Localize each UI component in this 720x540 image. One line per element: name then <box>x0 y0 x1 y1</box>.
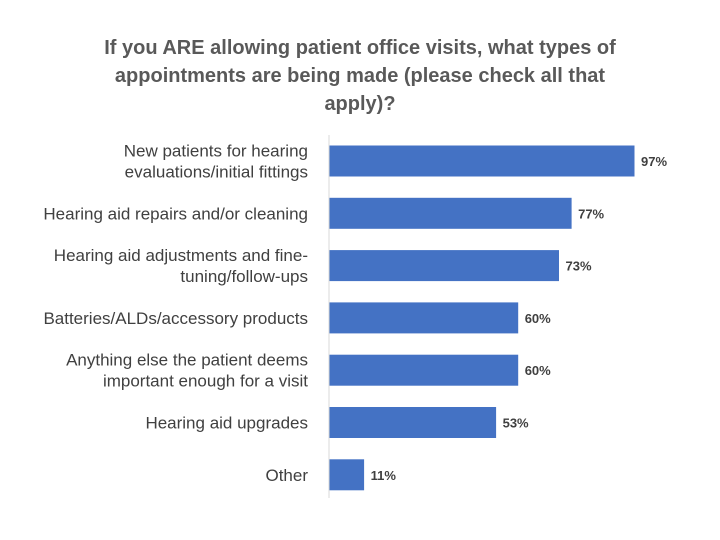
bar <box>330 250 560 281</box>
category-label: Anything else the patient deems <box>66 351 308 370</box>
data-label: 11% <box>371 468 397 483</box>
category-label: Batteries/ALDs/accessory products <box>43 309 308 328</box>
bar <box>330 355 519 386</box>
category-label: Hearing aid upgrades <box>145 414 308 433</box>
data-label: 73% <box>566 259 592 274</box>
data-label: 77% <box>578 206 604 221</box>
bar <box>330 146 635 177</box>
bar <box>330 302 519 333</box>
data-label: 53% <box>503 416 529 431</box>
data-label: 60% <box>525 311 551 326</box>
category-label: Hearing aid adjustments and fine- <box>54 246 308 265</box>
bar <box>330 459 365 490</box>
category-label: important enough for a visit <box>103 372 308 391</box>
category-label: evaluations/initial fittings <box>125 163 308 182</box>
category-label: New patients for hearing <box>124 142 308 161</box>
category-label: tuning/follow-ups <box>180 267 308 286</box>
data-label: 97% <box>641 154 667 169</box>
bar <box>330 407 497 438</box>
bar <box>330 198 572 229</box>
category-label: Other <box>265 466 308 485</box>
data-label: 60% <box>525 363 551 378</box>
category-label: Hearing aid repairs and/or cleaning <box>43 204 308 223</box>
